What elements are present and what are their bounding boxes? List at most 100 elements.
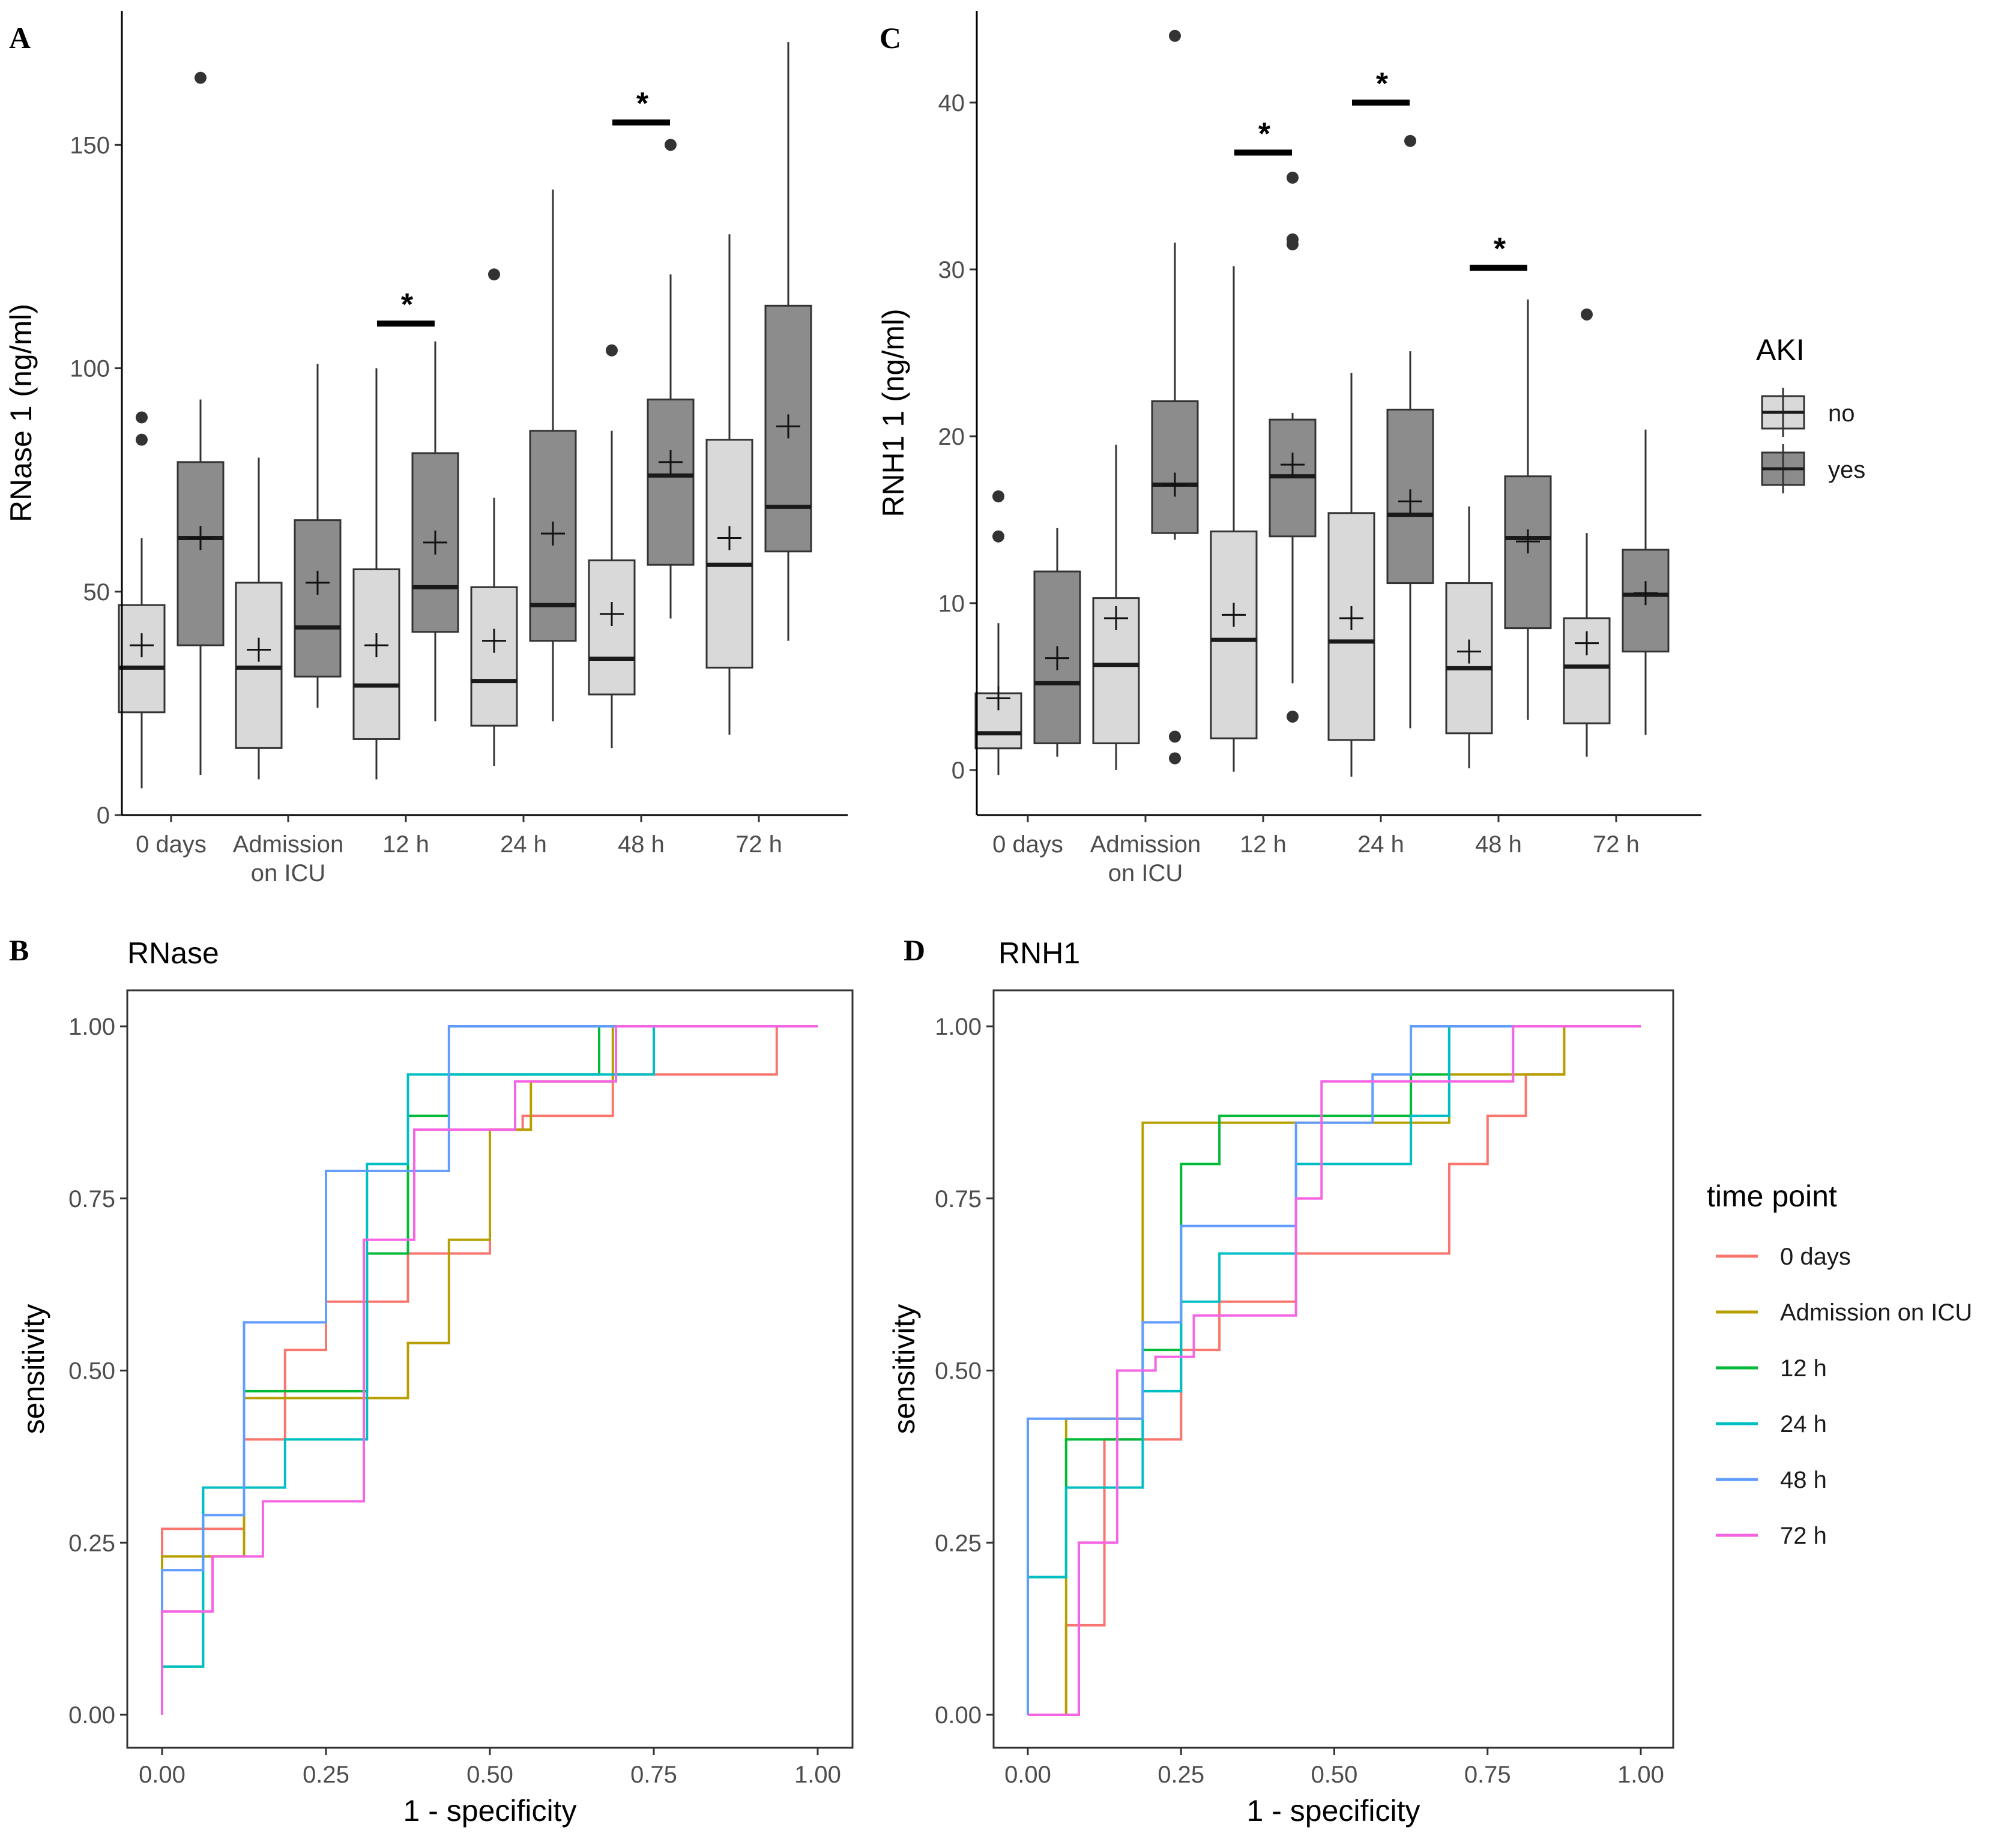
box-no-0 (974, 490, 1022, 775)
plot-frame (992, 989, 1674, 1749)
x-tick-label: 0.50 (1311, 1762, 1358, 1788)
y-tick-label: 0.25 (935, 1530, 982, 1556)
y-tick-label: 0.75 (68, 1186, 115, 1212)
y-tick-label: 0 (952, 757, 965, 784)
box-yes-3 (529, 189, 577, 721)
significance-star: * (1376, 67, 1389, 101)
outlier-point (992, 490, 1004, 503)
y-tick-label: 0.00 (68, 1702, 115, 1729)
y-tick-label: 0.25 (68, 1530, 115, 1556)
box-yes-4 (1504, 299, 1552, 720)
box-yes-3 (1386, 134, 1434, 729)
x-tick-label: 0 days (136, 831, 207, 858)
box-no-3 (470, 268, 518, 766)
panel-c-rnh1-boxplot: C 0 10 20 30 40 * * * 0 days Admission on ICU 12 h 24… (877, 11, 1701, 886)
outlier-point (1169, 752, 1181, 765)
box-iqr (588, 559, 636, 696)
x-tick-label-line: 12 h (382, 831, 429, 858)
panel-letter: D (904, 933, 925, 967)
y-tick-label: 0.50 (935, 1358, 982, 1385)
x-tick-label-line: 48 h (618, 831, 665, 858)
x-tick-label: 0 days (992, 831, 1063, 858)
legend-label: 48 h (1780, 1467, 1827, 1493)
time-point-legend: time point 0 days Admission on ICU 12 h 24 h… (1707, 1179, 1972, 1549)
panel-letter: B (9, 933, 29, 967)
y-tick-label: 150 (70, 132, 110, 158)
outlier-point (606, 344, 618, 357)
x-tick-label: 0.00 (1004, 1762, 1051, 1788)
legend-label: no (1828, 400, 1855, 427)
outlier-point (1169, 29, 1181, 42)
outlier-point (1287, 710, 1299, 723)
x-tick-label: 1.00 (794, 1762, 841, 1788)
significance-star: * (636, 86, 649, 121)
significance-star: * (1258, 116, 1271, 151)
outlier-point (1581, 308, 1593, 321)
x-tick-label: 12 h (382, 831, 429, 858)
x-tick-label-line: 24 h (1357, 831, 1404, 858)
x-tick-label: 48 h (1475, 831, 1522, 858)
legend-label: 0 days (1780, 1244, 1851, 1270)
box-yes-2 (411, 341, 459, 721)
roc-curve-24-h (161, 1025, 818, 1715)
outlier-point (1404, 134, 1416, 147)
y-axis-title: RNase 1 (ng/ml) (4, 304, 38, 522)
box-yes-5 (764, 42, 812, 641)
legend-label: 72 h (1780, 1523, 1827, 1549)
x-tick-label: 72 h (1593, 831, 1640, 858)
legend-label: 24 h (1780, 1411, 1827, 1437)
y-tick-label: 100 (70, 356, 110, 382)
y-tick-label: 40 (938, 90, 965, 116)
box-yes-5 (1622, 429, 1670, 735)
box-no-2 (352, 368, 400, 780)
y-tick-label: 30 (938, 257, 965, 283)
y-axis-title: RNH1 1 (ng/ml) (877, 309, 910, 517)
x-tick-label: Admission on ICU (1090, 831, 1201, 886)
y-tick-label: 50 (83, 579, 110, 606)
roc-curve-48-h (161, 1025, 818, 1715)
box-yes-1 (294, 364, 342, 708)
y-tick-label: 0 (97, 802, 110, 829)
panel-letter: A (9, 21, 31, 55)
y-tick-label: 0.00 (935, 1702, 982, 1729)
x-axis-title: 1 - specificity (403, 1794, 577, 1828)
plot-frame (126, 989, 854, 1749)
x-tick-label-line: on ICU (1108, 860, 1183, 886)
roc-curve-72-h (161, 1025, 818, 1715)
outlier-point (992, 530, 1004, 543)
x-tick-label: 0.75 (630, 1762, 677, 1788)
box-yes-2 (1269, 172, 1317, 723)
x-tick-label-line: 0 days (992, 831, 1063, 858)
plot-subtitle: RNase (127, 936, 219, 970)
box-no-3 (1327, 373, 1375, 777)
box-yes-4 (647, 139, 695, 619)
outlier-point (665, 139, 677, 151)
x-tick-label: 48 h (618, 831, 665, 858)
box-no-1 (1092, 444, 1140, 770)
legend-label: Admission on ICU (1780, 1299, 1972, 1326)
box-iqr (1210, 530, 1258, 739)
box-no-4 (1445, 506, 1493, 769)
x-tick-label: 0.00 (139, 1762, 186, 1788)
y-tick-label: 0.75 (935, 1186, 982, 1212)
box-yes-0 (177, 71, 225, 775)
x-tick-label: 24 h (500, 831, 547, 858)
y-axis-title: sensitivity (17, 1304, 50, 1434)
panel-a-rnase-boxplot: A 0 50 100 150 * * 0 days Admission on ICU 12 h 24 … (4, 11, 848, 886)
box-no-1 (235, 457, 283, 780)
box-iqr (1151, 400, 1199, 534)
outlier-point (136, 411, 148, 424)
panel-d-rnh1-roc: D RNH1 0.00 0.00 0.25 0.25 0.50 0.50 0.75 0.75 1.0… (887, 933, 1674, 1828)
x-tick-label: 0.75 (1464, 1762, 1511, 1788)
x-tick-label: 0.50 (466, 1762, 513, 1788)
box-iqr (294, 519, 342, 678)
legend-key-no (1761, 388, 1805, 437)
x-tick-label: Admission on ICU (233, 831, 344, 886)
x-tick-label-line: Admission (1090, 831, 1201, 858)
x-tick-label: 72 h (735, 831, 782, 858)
box-no-5 (705, 234, 753, 735)
outlier-point (488, 268, 500, 281)
box-yes-0 (1033, 528, 1081, 757)
legend-label: yes (1828, 457, 1865, 483)
box-iqr (118, 604, 166, 714)
